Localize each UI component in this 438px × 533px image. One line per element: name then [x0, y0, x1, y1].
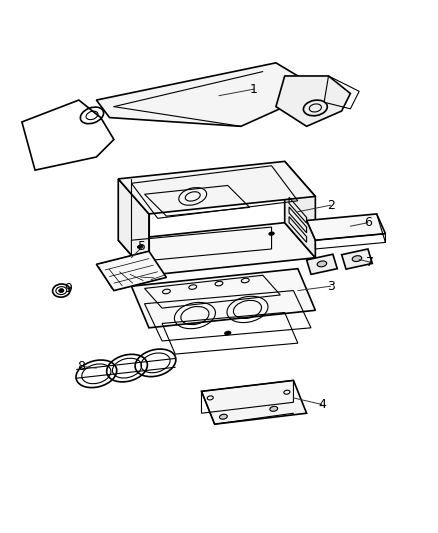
Text: 9: 9: [64, 282, 72, 295]
Polygon shape: [96, 63, 298, 126]
Ellipse shape: [219, 414, 227, 419]
Polygon shape: [118, 161, 315, 214]
Text: 3: 3: [327, 280, 335, 293]
Polygon shape: [342, 249, 372, 269]
Polygon shape: [96, 251, 166, 290]
Polygon shape: [201, 381, 307, 424]
Ellipse shape: [352, 256, 362, 262]
Polygon shape: [118, 179, 149, 275]
Ellipse shape: [317, 261, 327, 267]
Ellipse shape: [270, 406, 278, 411]
Polygon shape: [307, 214, 385, 240]
Polygon shape: [285, 161, 315, 258]
Polygon shape: [118, 223, 315, 275]
Ellipse shape: [138, 245, 143, 248]
Polygon shape: [131, 269, 315, 328]
Ellipse shape: [269, 232, 274, 235]
Text: 7: 7: [366, 256, 374, 269]
Text: 8: 8: [77, 360, 85, 373]
Ellipse shape: [225, 331, 231, 335]
Ellipse shape: [59, 288, 64, 293]
Text: 5: 5: [138, 240, 146, 253]
Text: 2: 2: [327, 199, 335, 212]
Polygon shape: [276, 76, 350, 126]
Text: 6: 6: [364, 216, 372, 229]
Polygon shape: [307, 254, 337, 274]
Text: 1: 1: [250, 83, 258, 95]
Text: 4: 4: [318, 398, 326, 411]
